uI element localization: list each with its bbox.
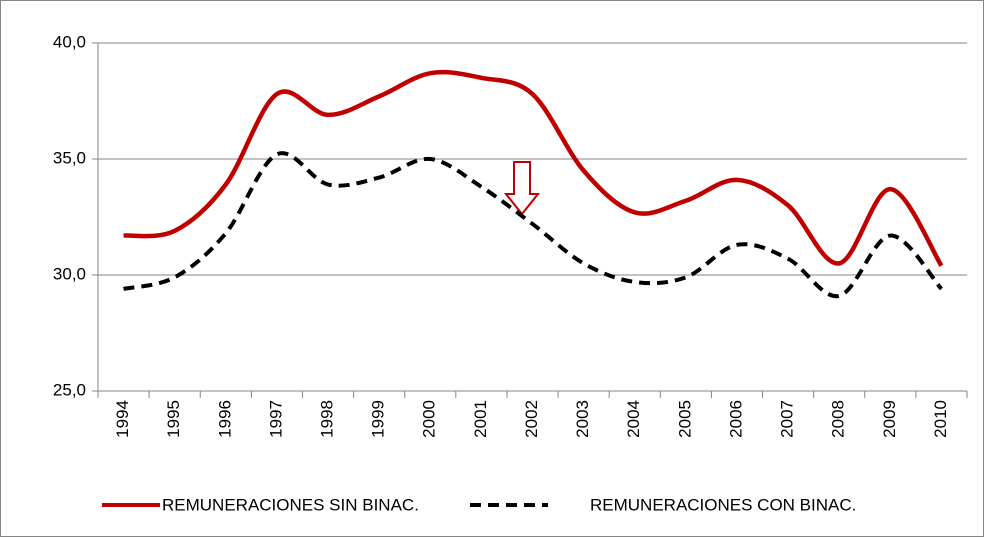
- legend-label: REMUNERACIONES CON BINAC.: [590, 495, 856, 514]
- x-tick-label: 1996: [215, 400, 234, 438]
- x-tick-label: 1995: [164, 400, 183, 438]
- x-tick-label: 2005: [675, 400, 694, 438]
- x-tick-label: 2009: [880, 400, 899, 438]
- x-tick-label: 2001: [471, 400, 490, 438]
- series-line: [123, 69, 944, 267]
- x-tick-label: 2006: [726, 400, 745, 438]
- legend-label: REMUNERACIONES SIN BINAC.: [162, 495, 419, 514]
- series-line: [123, 151, 943, 298]
- x-tick-label: 2003: [573, 400, 592, 438]
- x-tick-label: 2010: [931, 400, 950, 438]
- x-tick-label: 2007: [778, 400, 797, 438]
- x-tick-label: 2004: [624, 400, 643, 438]
- y-tick-label: 25,0: [53, 380, 86, 399]
- x-tick-label: 2002: [522, 400, 541, 438]
- x-tick-label: 1997: [266, 400, 285, 438]
- y-tick-label: 30,0: [53, 264, 86, 283]
- x-tick-label: 2000: [420, 400, 439, 438]
- y-tick-label: 35,0: [53, 148, 86, 167]
- x-tick-label: 1999: [369, 400, 388, 438]
- y-tick-label: 40,0: [53, 32, 86, 51]
- x-tick-label: 1994: [113, 400, 132, 438]
- arrow-annotation: [503, 161, 541, 216]
- x-tick-label: 1998: [318, 400, 337, 438]
- x-tick-label: 2008: [829, 400, 848, 438]
